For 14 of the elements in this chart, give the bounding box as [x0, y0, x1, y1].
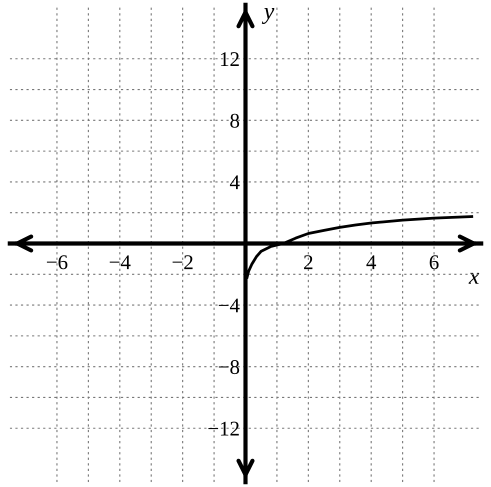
- x-tick-label: 2: [304, 255, 312, 270]
- x-tick-label: −4: [110, 255, 131, 270]
- y-tick-label: −4: [218, 298, 240, 312]
- y-tick-label: 4: [230, 175, 240, 190]
- x-tick-label: −6: [46, 255, 68, 270]
- y-axis-title: y: [262, 8, 274, 24]
- y-tick-label: 8: [230, 114, 240, 128]
- x-axis-title: x: [468, 272, 480, 284]
- y-tick-label: 12: [220, 52, 239, 66]
- y-tick-label: −8: [218, 360, 240, 374]
- x-tick-label: 6: [430, 255, 439, 270]
- y-tick-label: −12: [208, 422, 239, 436]
- x-tick-label: −2: [172, 255, 193, 270]
- x-tick-label: 4: [366, 255, 376, 270]
